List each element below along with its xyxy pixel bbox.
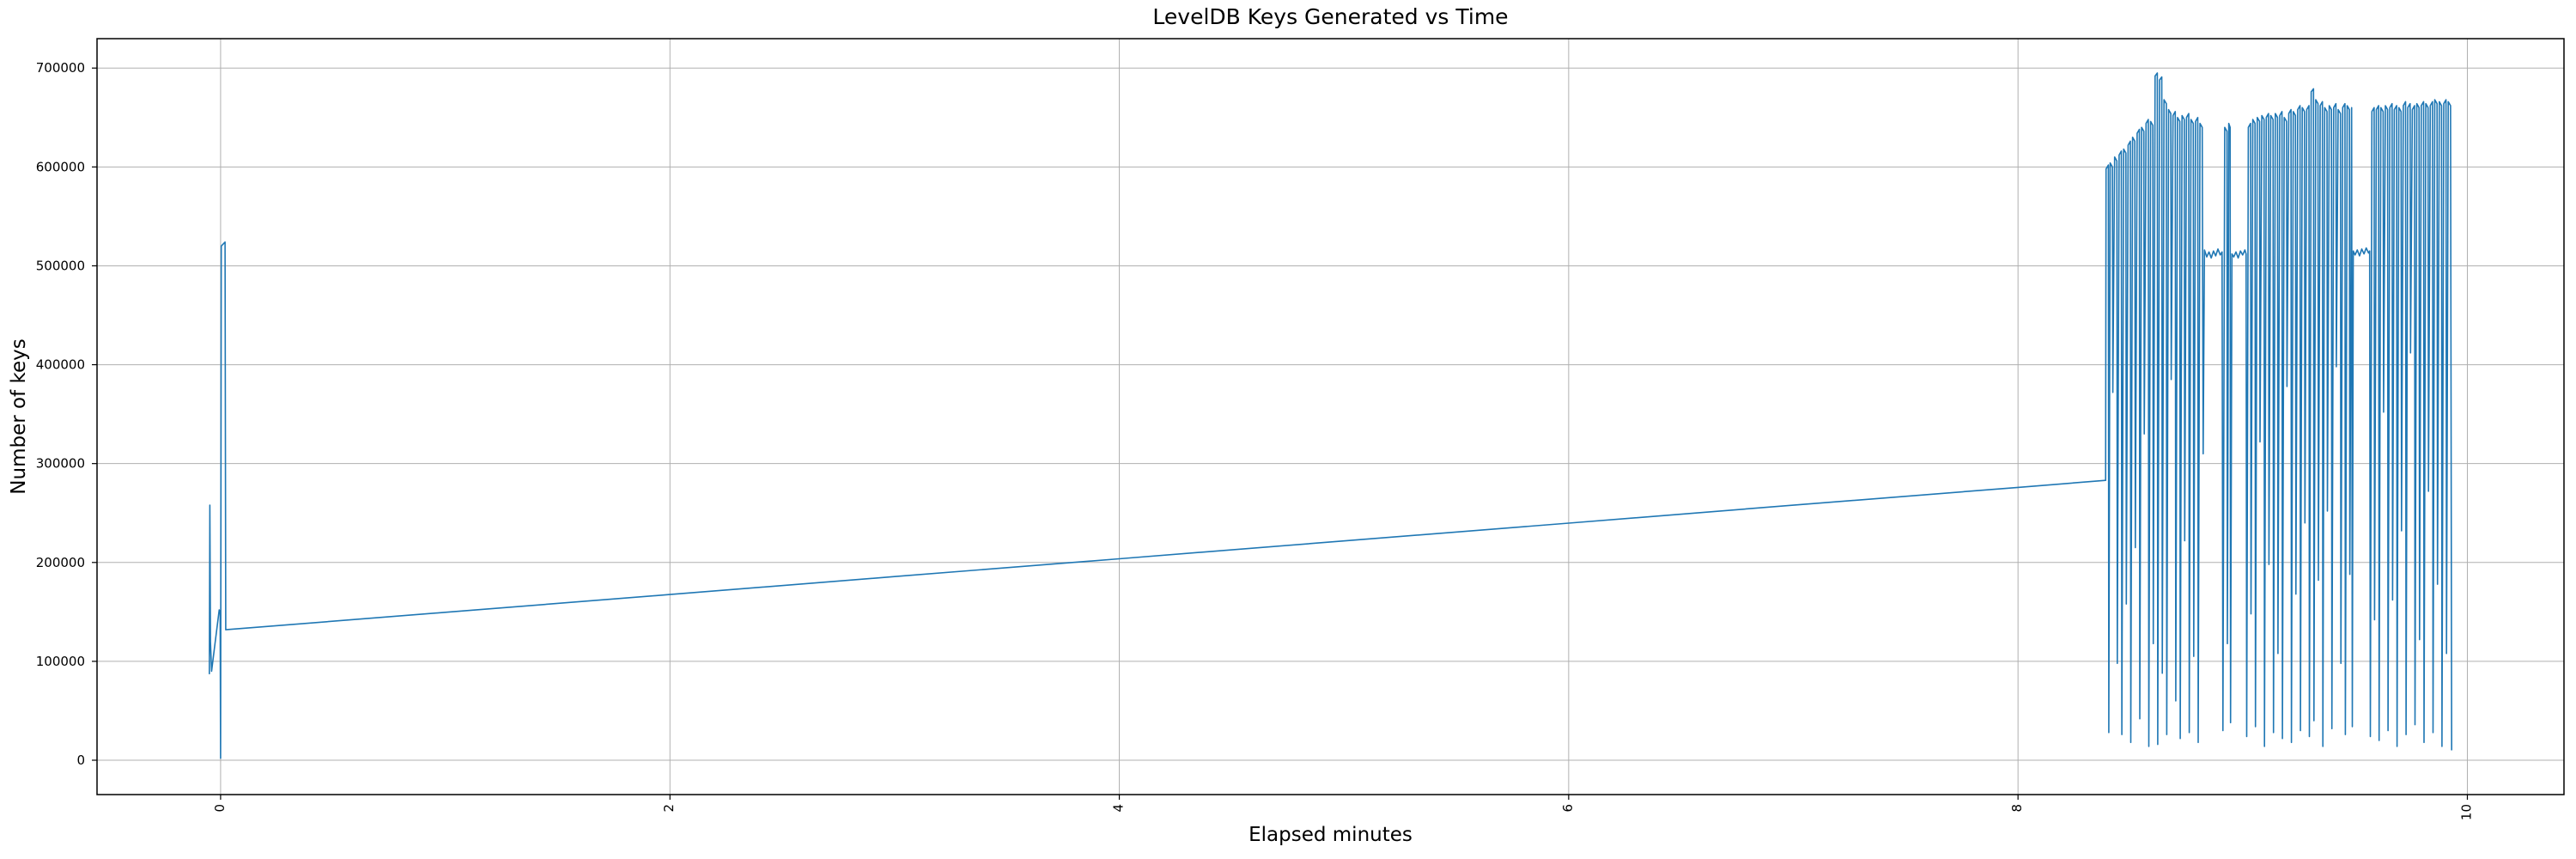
- x-tick-label: 4: [1111, 804, 1127, 813]
- chart-title: LevelDB Keys Generated vs Time: [1152, 4, 1509, 29]
- plot-border: [96, 38, 2565, 795]
- y-axis-label: Number of keys: [8, 338, 30, 495]
- y-tick-label: 400000: [36, 357, 85, 373]
- y-tick-label: 700000: [36, 60, 85, 76]
- y-tick-label: 600000: [36, 159, 85, 174]
- y-tick-label: 0: [76, 752, 85, 768]
- y-tick-label: 100000: [36, 654, 85, 669]
- y-tick-label: 200000: [36, 555, 85, 570]
- y-tick-label: 300000: [36, 456, 85, 472]
- x-tick-label: 2: [661, 804, 677, 813]
- y-tick-label: 500000: [36, 258, 85, 273]
- series-line: [209, 72, 2452, 759]
- x-tick-label: 10: [2458, 804, 2474, 820]
- x-axis-label: Elapsed minutes: [1249, 824, 1413, 846]
- x-tick-label: 6: [1560, 804, 1576, 813]
- x-tick-label: 0: [212, 804, 228, 813]
- x-tick-label: 8: [2009, 804, 2025, 813]
